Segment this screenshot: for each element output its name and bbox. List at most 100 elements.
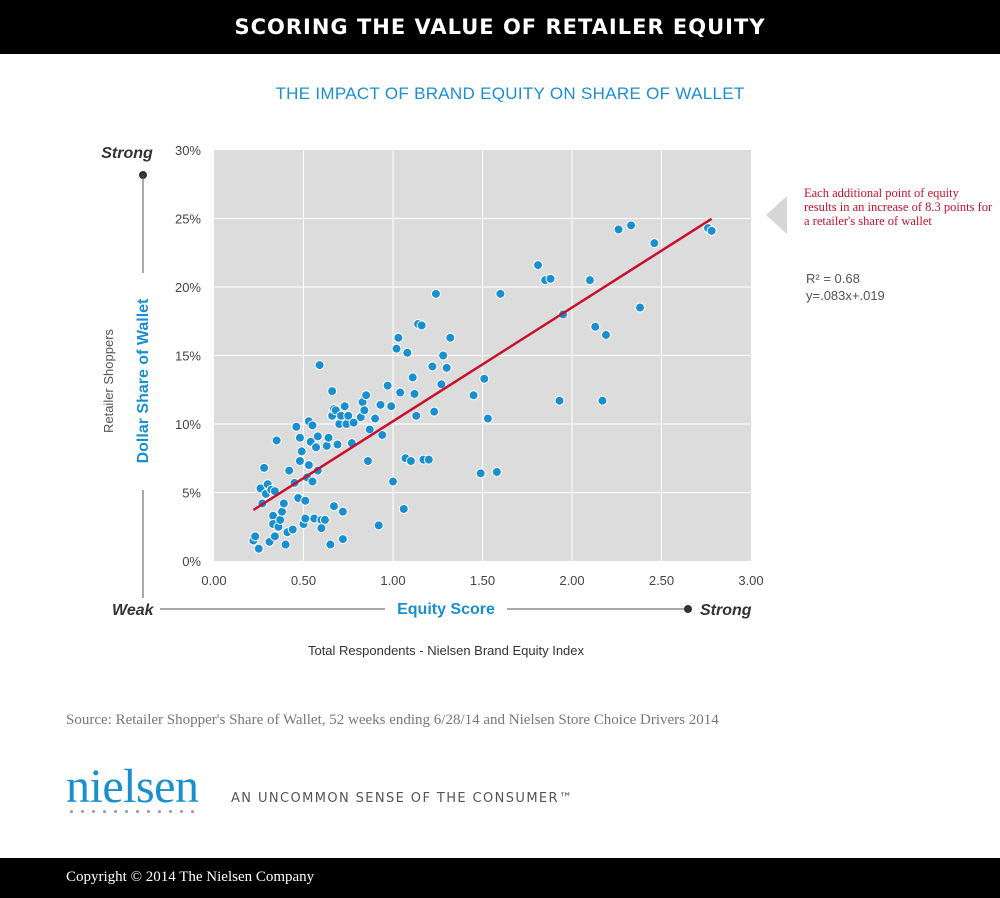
data-point bbox=[388, 476, 398, 487]
data-point bbox=[323, 432, 334, 443]
logo-dots bbox=[70, 810, 194, 813]
data-point bbox=[445, 332, 456, 343]
data-point bbox=[427, 361, 438, 372]
data-point bbox=[601, 329, 612, 340]
trend-line bbox=[252, 217, 713, 512]
copyright: Copyright © 2014 The Nielsen Company bbox=[66, 869, 315, 885]
data-point bbox=[325, 539, 336, 550]
data-point bbox=[362, 455, 373, 466]
header-bar: SCORING THE VALUE OF RETAILER EQUITY bbox=[0, 0, 1000, 54]
gridlines bbox=[214, 150, 751, 561]
data-point bbox=[423, 454, 434, 465]
data-point bbox=[291, 421, 302, 432]
data-point bbox=[382, 380, 393, 391]
x-tick-label: 1.50 bbox=[470, 573, 495, 588]
y-tick-label: 30% bbox=[175, 143, 201, 158]
regression-equation: y=.083x+.019 bbox=[806, 288, 885, 303]
x-tick-label: 2.50 bbox=[649, 573, 674, 588]
data-point bbox=[554, 395, 565, 406]
data-point bbox=[407, 372, 418, 383]
data-point bbox=[482, 413, 493, 424]
y-tick-label: 0% bbox=[182, 554, 201, 569]
footer-bar: Copyright © 2014 The Nielsen Company bbox=[0, 858, 1000, 898]
data-point bbox=[300, 513, 311, 524]
data-point bbox=[436, 379, 447, 390]
data-point bbox=[545, 273, 556, 284]
x-tick-label: 0.50 bbox=[291, 573, 316, 588]
x-strong-label: Strong bbox=[700, 602, 752, 619]
data-point bbox=[364, 424, 375, 435]
y-strong-label: Strong bbox=[101, 145, 153, 162]
data-point bbox=[393, 332, 404, 343]
y-tick-label: 15% bbox=[175, 349, 201, 364]
data-point bbox=[319, 514, 330, 525]
x-tick-label: 0.00 bbox=[201, 573, 226, 588]
data-point bbox=[300, 495, 311, 506]
data-point bbox=[339, 401, 350, 412]
data-point bbox=[495, 288, 506, 299]
data-point bbox=[386, 401, 397, 412]
data-point bbox=[429, 406, 440, 417]
data-point bbox=[468, 390, 479, 401]
data-point bbox=[314, 360, 325, 371]
data-point bbox=[296, 446, 307, 457]
tagline: AN UNCOMMON SENSE OF THE CONSUMER™ bbox=[231, 791, 574, 806]
data-point bbox=[359, 405, 370, 416]
data-point bbox=[635, 302, 646, 313]
x-tick-label: 2.00 bbox=[559, 573, 584, 588]
data-point bbox=[277, 506, 288, 517]
x-tick-labels: 0.00 0.50 1.00 1.50 2.00 2.50 3.00 bbox=[201, 573, 763, 588]
data-point bbox=[398, 503, 409, 514]
data-point bbox=[361, 390, 372, 401]
data-point bbox=[402, 347, 413, 358]
data-point bbox=[706, 225, 717, 236]
data-point bbox=[430, 288, 441, 299]
data-point bbox=[271, 435, 282, 446]
data-point bbox=[532, 260, 543, 271]
data-point bbox=[391, 343, 402, 354]
x-tick-label: 3.00 bbox=[738, 573, 763, 588]
data-point bbox=[307, 420, 318, 431]
data-point bbox=[280, 539, 291, 550]
data-point bbox=[275, 514, 286, 525]
data-point bbox=[377, 429, 388, 440]
data-point bbox=[307, 476, 318, 487]
y-axis-label-primary: Dollar Share of Wallet bbox=[135, 298, 152, 463]
x-caption: Total Respondents - Nielsen Brand Equity… bbox=[308, 643, 585, 658]
data-point bbox=[441, 362, 452, 373]
data-point bbox=[584, 275, 595, 286]
data-point bbox=[375, 399, 386, 410]
data-point bbox=[294, 455, 305, 466]
y-tick-label: 25% bbox=[175, 212, 201, 227]
y-tick-label: 10% bbox=[175, 417, 201, 432]
data-point bbox=[405, 455, 416, 466]
data-point bbox=[332, 439, 343, 450]
data-point bbox=[312, 431, 323, 442]
data-point bbox=[337, 534, 348, 545]
data-point bbox=[409, 388, 420, 399]
data-point bbox=[303, 460, 314, 471]
data-point bbox=[491, 466, 502, 477]
x-tick-label: 1.00 bbox=[380, 573, 405, 588]
x-axis-label: Equity Score bbox=[397, 601, 495, 618]
data-point bbox=[411, 410, 422, 421]
data-point bbox=[613, 224, 624, 235]
data-point bbox=[269, 531, 280, 542]
data-point bbox=[311, 442, 322, 453]
data-point bbox=[316, 523, 327, 534]
annotation-text: Each additional point of equity results … bbox=[804, 186, 993, 228]
data-point bbox=[287, 524, 298, 535]
data-point bbox=[343, 410, 354, 421]
data-point bbox=[370, 413, 381, 424]
data-points bbox=[248, 220, 717, 554]
data-point bbox=[416, 320, 427, 331]
chart-title: THE IMPACT OF BRAND EQUITY ON SHARE OF W… bbox=[275, 84, 745, 103]
data-point bbox=[348, 417, 359, 428]
data-point bbox=[284, 465, 295, 476]
data-point bbox=[259, 462, 270, 473]
data-point bbox=[321, 440, 332, 451]
data-point bbox=[253, 543, 264, 554]
nielsen-logo: nielsen bbox=[66, 760, 199, 813]
y-tick-label: 5% bbox=[182, 486, 201, 501]
source-note: Source: Retailer Shopper's Share of Wall… bbox=[66, 712, 719, 728]
